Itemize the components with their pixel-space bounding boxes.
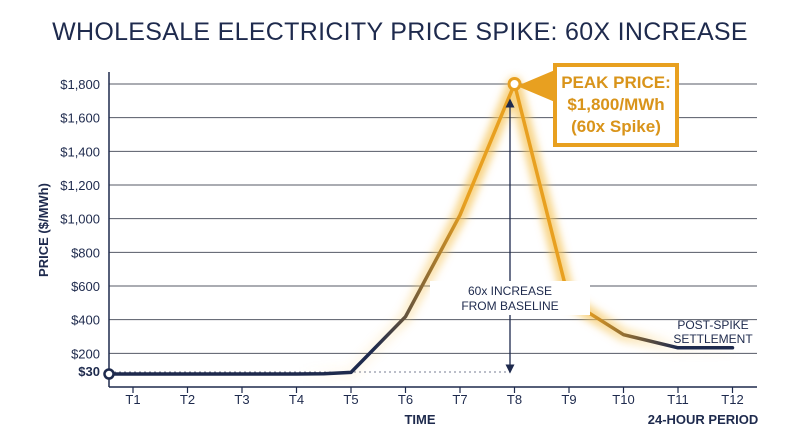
- x-tick-label: T8: [507, 392, 522, 407]
- y-tick-label: $800: [71, 245, 100, 260]
- y-axis-label: PRICE ($/MWh): [36, 183, 51, 277]
- start-point: [103, 368, 115, 380]
- x-tick-label: T6: [398, 392, 413, 407]
- increase-label-line-1: 60x INCREASE: [468, 284, 552, 298]
- y-tick-label: $1,400: [60, 144, 100, 159]
- baseline-value-label: $30: [78, 364, 100, 379]
- y-tick-label: $1,600: [60, 111, 100, 126]
- x-tick-label: T5: [343, 392, 358, 407]
- y-tick-label: $1,800: [60, 77, 100, 92]
- series-line: [107, 82, 735, 376]
- y-tick-label: $600: [71, 279, 100, 294]
- x-tick-label: T9: [561, 392, 576, 407]
- increase-label-line-2: FROM BASELINE: [461, 299, 558, 313]
- y-tick-label: $400: [71, 313, 100, 328]
- x-tick-label: T1: [125, 392, 140, 407]
- settlement-label-line-1: POST-SPIKE: [677, 318, 748, 332]
- increase-label-bg: [430, 281, 590, 315]
- y-tick-label: $1,200: [60, 178, 100, 193]
- x-axis-period-label: 24-HOUR PERIOD: [648, 412, 759, 427]
- x-tick-label: T11: [667, 392, 688, 407]
- peak-callout-line-3: (60x Spike): [571, 117, 661, 136]
- x-axis-label: TIME: [404, 412, 435, 427]
- peak-callout-box: [553, 63, 679, 147]
- peak-callout-line-1: PEAK PRICE:: [561, 73, 671, 92]
- x-tick-label: T10: [612, 392, 634, 407]
- y-tick-label: $1,000: [60, 212, 100, 227]
- peak-callout-line-2: $1,800/MWh: [567, 95, 664, 114]
- peak-callout-pointer: [517, 70, 555, 102]
- x-tick-label: T12: [721, 392, 743, 407]
- x-tick-label: T3: [234, 392, 249, 407]
- x-tick-label: T2: [180, 392, 195, 407]
- peak-point: [507, 77, 522, 91]
- y-tick-label: $200: [71, 346, 100, 361]
- x-tick-label: T7: [452, 392, 467, 407]
- settlement-label-line-2: SETTLEMENT: [673, 332, 753, 346]
- x-tick-label: T4: [289, 392, 304, 407]
- chart-title: WHOLESALE ELECTRICITY PRICE SPIKE: 60X I…: [52, 18, 748, 46]
